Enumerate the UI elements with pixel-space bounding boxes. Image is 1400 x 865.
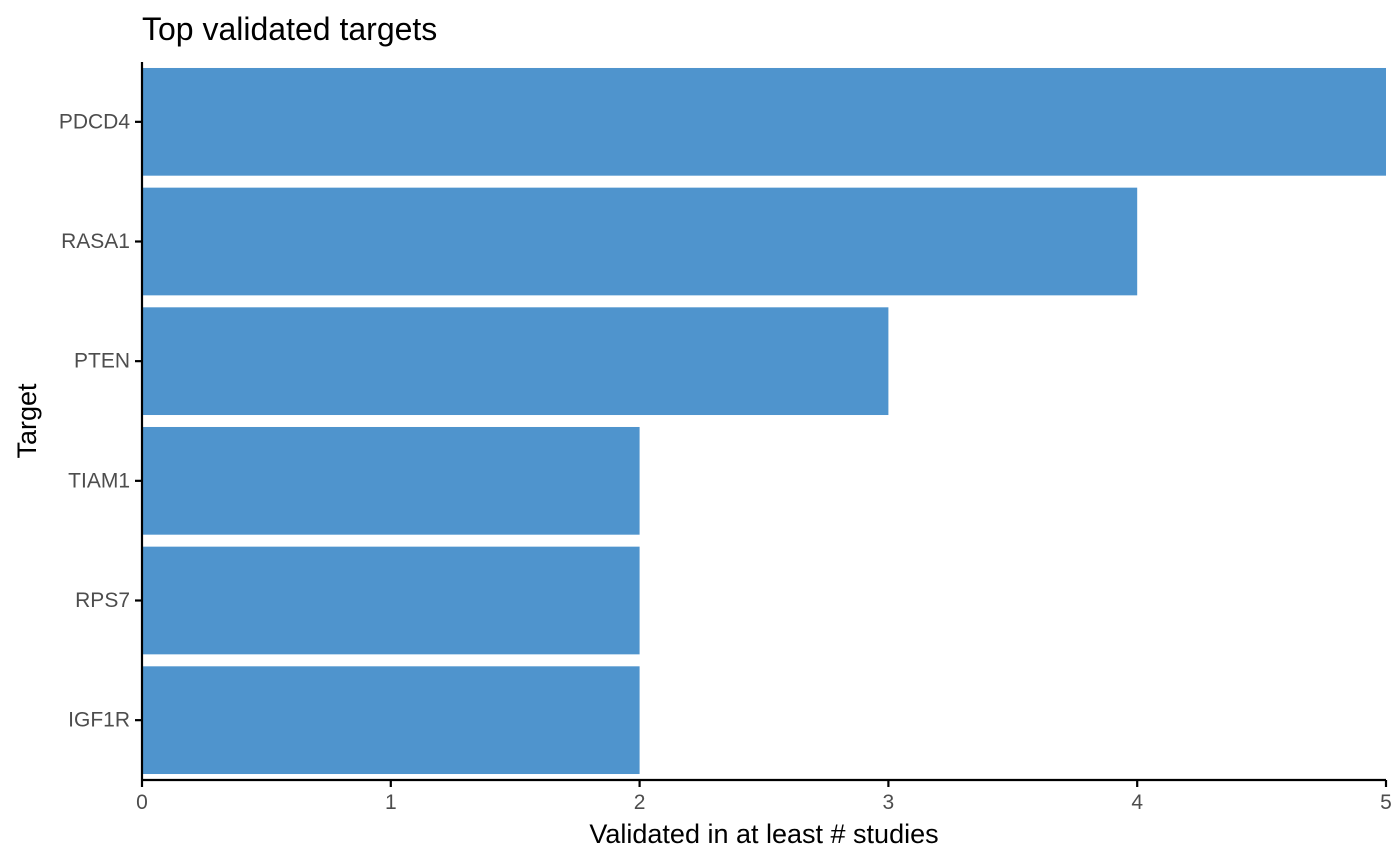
- x-tick-label-0: 0: [136, 791, 148, 814]
- y-axis-title: Target: [12, 383, 42, 459]
- y-tick-label-pten: PTEN: [74, 350, 130, 373]
- x-tick-label-4: 4: [1131, 791, 1143, 814]
- x-tick-label-2: 2: [634, 791, 646, 814]
- y-tick-label-igf1r: IGF1R: [68, 709, 130, 732]
- bar-rasa1: [142, 187, 1138, 296]
- y-tick-label-pdcd4: PDCD4: [59, 110, 131, 133]
- chart-title: Top validated targets: [142, 11, 437, 47]
- bar-tiam1: [142, 426, 640, 535]
- x-tick-label-5: 5: [1380, 791, 1392, 814]
- bar-pten: [142, 307, 889, 416]
- x-axis-title: Validated in at least # studies: [589, 819, 938, 849]
- x-axis-ticks: 0 1 2 3 4 5: [136, 780, 1392, 814]
- y-tick-label-tiam1: TIAM1: [68, 469, 130, 492]
- y-tick-label-rps7: RPS7: [75, 589, 130, 612]
- x-tick-label-1: 1: [385, 791, 397, 814]
- x-tick-label-3: 3: [883, 791, 895, 814]
- bars-group: [142, 67, 1386, 775]
- bar-pdcd4: [142, 67, 1386, 176]
- y-axis-ticks: PDCD4 RASA1 PTEN TIAM1 RPS7 IGF1R: [59, 110, 142, 732]
- bar-igf1r: [142, 666, 640, 775]
- bar-rps7: [142, 546, 640, 655]
- y-tick-label-rasa1: RASA1: [61, 230, 130, 253]
